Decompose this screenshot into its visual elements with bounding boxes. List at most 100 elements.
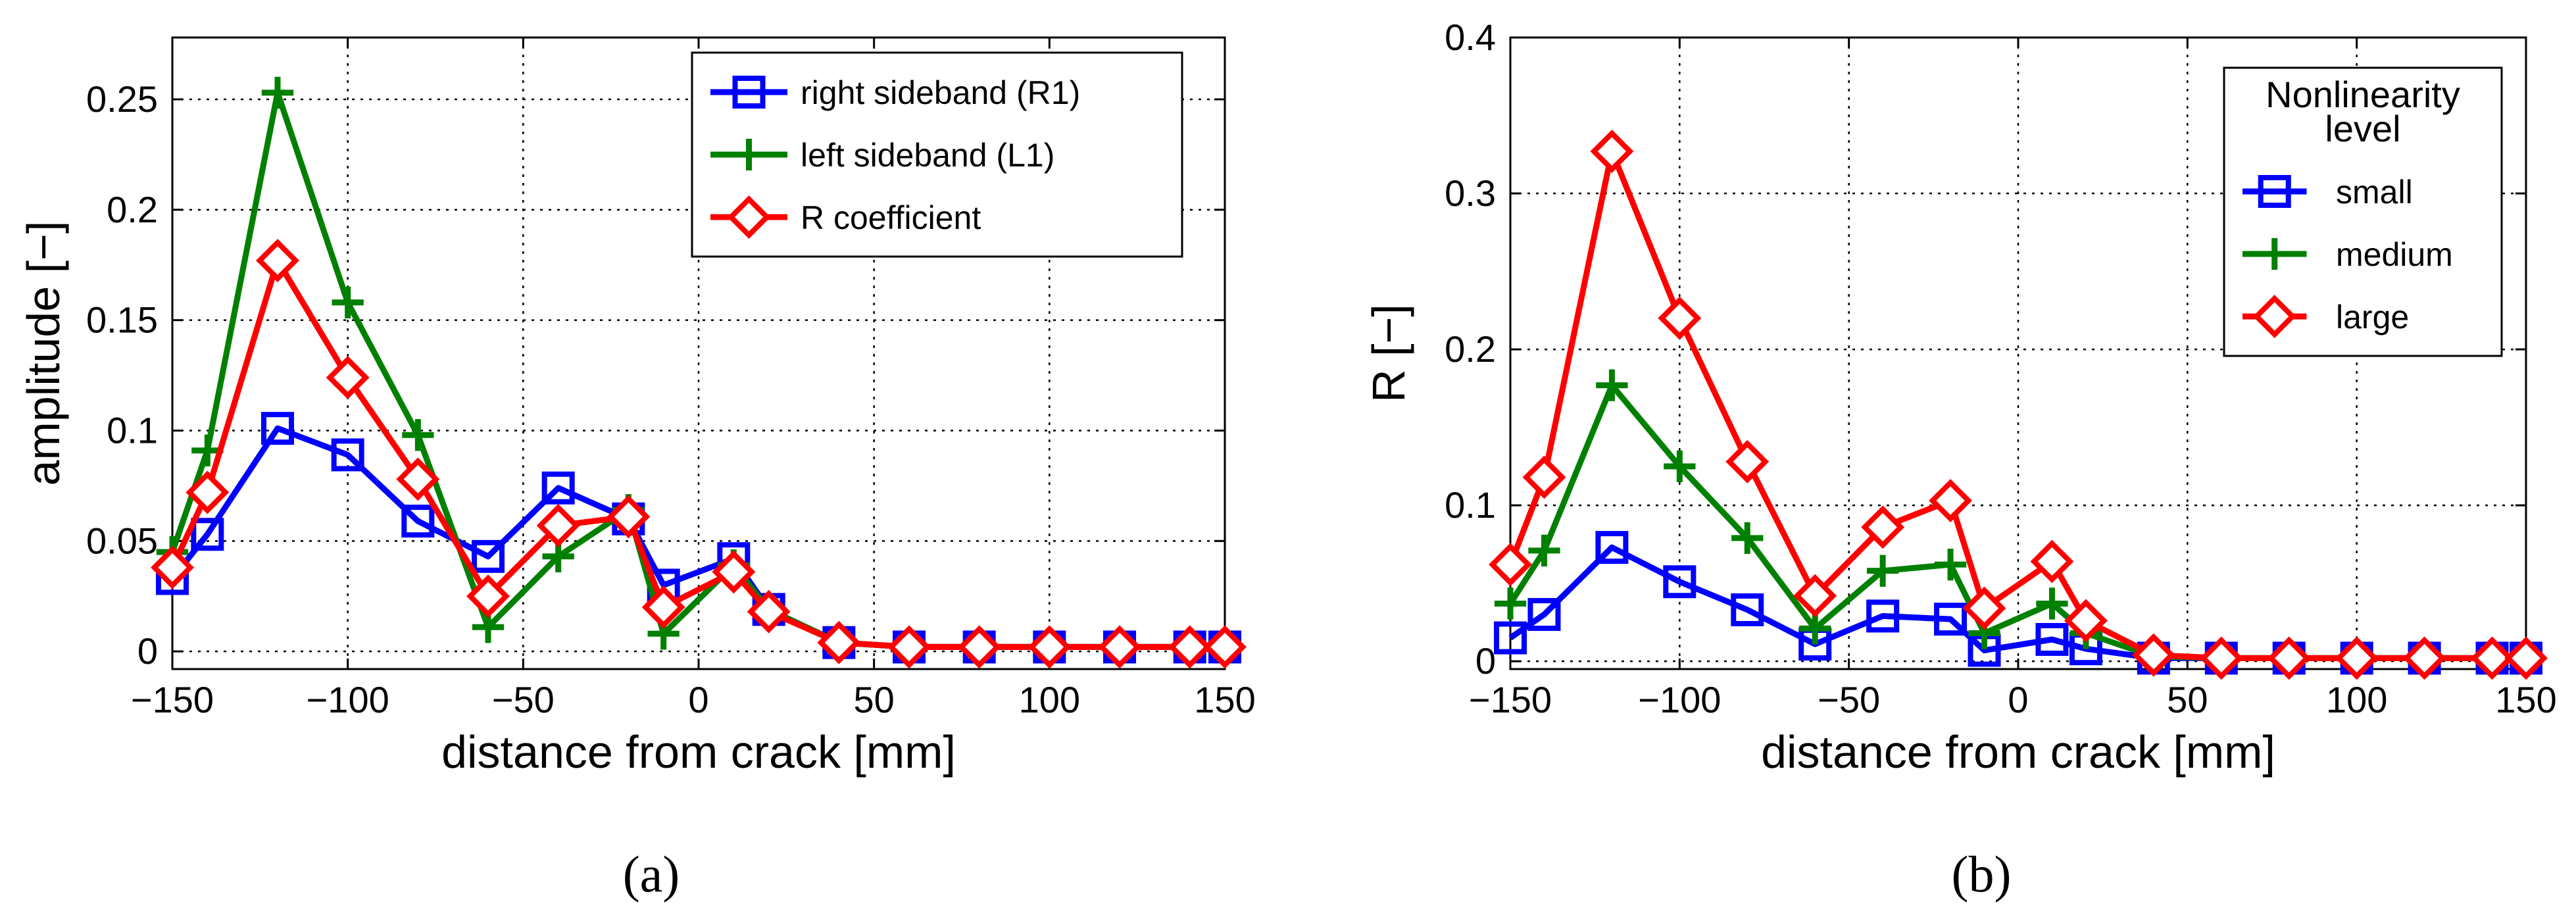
panel-b-legend-swatch-marker	[2258, 175, 2291, 208]
panel-a-data-point	[817, 620, 861, 664]
panel-a-data-point-shape	[747, 589, 791, 634]
panel-b-data-point	[2335, 636, 2379, 680]
panel-b-xtick-label: 50	[2167, 679, 2208, 720]
panel-b-data-point-shape	[1861, 505, 1905, 549]
panel-b-ytick-label: 0	[1475, 640, 1496, 682]
panel-b-data-point	[2064, 599, 2108, 643]
panel-b-data-point-shape	[2267, 636, 2311, 680]
panel-b-data-point	[1725, 439, 1770, 484]
panel-a-data-point-shape	[1203, 625, 1247, 669]
panel-b-legend-entry: large	[2242, 295, 2409, 338]
panel-b-legend-swatch-marker	[2258, 237, 2291, 270]
panel-a-data-point	[396, 457, 440, 501]
panel-b-data-point-shape	[2402, 636, 2446, 680]
panel-a-legend-entry: left sideband (L1)	[710, 137, 1054, 174]
panel-a-data-point-shape	[191, 518, 224, 551]
panel-b-legend-swatch-marker-shape	[2258, 175, 2291, 208]
panel-b-data-point	[1527, 598, 1561, 632]
panel-b-xtick-label: 0	[2008, 679, 2028, 720]
panel-b-data-point	[1596, 369, 1628, 401]
panel-b-data-point-shape	[1929, 479, 1973, 522]
panel-b-data-point	[1489, 543, 1532, 587]
panel-a-data-point-shape	[186, 470, 230, 514]
panel-b-data-point	[1595, 531, 1629, 564]
panel-a-data-point	[536, 503, 580, 547]
panel-b-ytick-label: 0.3	[1445, 172, 1496, 214]
panel-a-data-point	[1168, 625, 1212, 669]
panel-b-xtick-label: −100	[1638, 679, 1721, 720]
panel-a-data-point	[712, 550, 756, 594]
panel-a-data-point-shape	[326, 355, 370, 399]
panel-b-legend-entry: medium	[2242, 236, 2453, 273]
panel-b-data-point	[1494, 621, 1527, 655]
panel-b-data-point	[1494, 587, 1527, 620]
panel-b-data-point-shape	[1866, 599, 1900, 633]
panel-a-data-point	[402, 419, 434, 451]
panel-a-legend: right sideband (R1) left sideband (L1) R c…	[691, 51, 1183, 258]
panel-b-xtick-label: −50	[1818, 679, 1880, 720]
panel-b-legend-entry: small	[2242, 174, 2413, 211]
panel-b-data-point	[1929, 479, 1973, 522]
panel-b-legend-title: level	[2325, 108, 2400, 149]
panel-a-data-point	[332, 286, 364, 318]
panel-a-ytick-label: 0.05	[86, 520, 158, 561]
panel-a-data-point	[1028, 625, 1072, 669]
panel-b-data-point	[1731, 593, 1764, 626]
panel-a-legend-label: left sideband (L1)	[801, 137, 1054, 174]
panel-b-data-point-shape	[2131, 633, 2175, 677]
panel-b-data-point	[1522, 455, 1566, 499]
panel-a-caption: (a)	[623, 845, 680, 903]
panel-b-data-point-shape	[2199, 636, 2243, 680]
panel-a-legend-entry: right sideband (R1)	[710, 74, 1080, 111]
panel-a-xtick-label: 0	[688, 679, 708, 720]
panel-a-data-point	[472, 539, 505, 573]
panel-a-legend-label: R coefficient	[801, 199, 981, 236]
panel-b-legend-swatch-marker-shape	[2252, 295, 2296, 338]
panel-a-data-point-shape	[396, 457, 440, 501]
panel-b-legend-title: Nonlinearity	[2266, 74, 2460, 115]
panel-a-x-axis-title: distance from crack [mm]	[441, 726, 956, 778]
panel-b-legend-label: large	[2336, 299, 2409, 336]
panel-b-xtick-label: 150	[2495, 679, 2556, 720]
panel-a-data-point	[607, 495, 651, 539]
panel-b-ytick-label: 0.4	[1445, 16, 1496, 58]
panel-a-ytick-label: 0.2	[107, 189, 158, 230]
panel-a-data-point	[401, 505, 435, 538]
panel-a-data-point-shape	[401, 505, 435, 538]
panel-b-data-point-shape	[2470, 636, 2514, 680]
panel-a-data-point	[261, 412, 294, 445]
panel-b-data-point	[2470, 636, 2514, 680]
panel-b-data-point	[1934, 549, 1967, 581]
panel-a-series-diamond	[151, 239, 1247, 669]
panel-b-data-point-shape	[1489, 543, 1532, 587]
panel-a-data-point-shape	[536, 503, 580, 547]
panel-b-data-point	[1861, 505, 1905, 549]
panel-b-data-point-shape	[1595, 531, 1629, 564]
panel-b-data-point	[2504, 636, 2548, 680]
panel-a-ytick-label: 0	[137, 630, 158, 672]
panel-a-data-point-shape	[331, 438, 364, 472]
panel-a-data-point	[466, 574, 510, 618]
panel-b-data-point	[1590, 130, 1634, 173]
panel-a-data-point-shape	[712, 550, 756, 594]
panel-a-data-point-shape	[261, 412, 294, 445]
panel-a-data-point	[326, 355, 370, 399]
panel-b-data-point-shape	[1793, 574, 1837, 618]
panel-a-data-point	[541, 471, 575, 505]
panel-a-data-point-shape	[256, 239, 299, 282]
panel-a-data-point	[957, 625, 1001, 669]
panel-b-data-point-shape	[1725, 439, 1770, 484]
panel-b-data-point	[1866, 555, 1899, 587]
panel-b-data-point-shape	[2335, 636, 2379, 680]
panel-b-data-point	[2030, 539, 2074, 584]
panel-b-xtick-label: 100	[2326, 679, 2387, 720]
panel-b-data-point	[1866, 599, 1900, 633]
panel-a-legend-swatch-marker-shape	[732, 76, 766, 109]
panel-b-data-point	[2402, 636, 2446, 680]
panel-a-legend-entry: R coefficient	[710, 195, 981, 239]
panel-a-data-point	[1203, 625, 1247, 669]
panel-a-data-point-shape	[1028, 625, 1072, 669]
panel-a-data-point-shape	[887, 625, 931, 669]
panel-a-legend-swatch-marker	[732, 76, 766, 109]
